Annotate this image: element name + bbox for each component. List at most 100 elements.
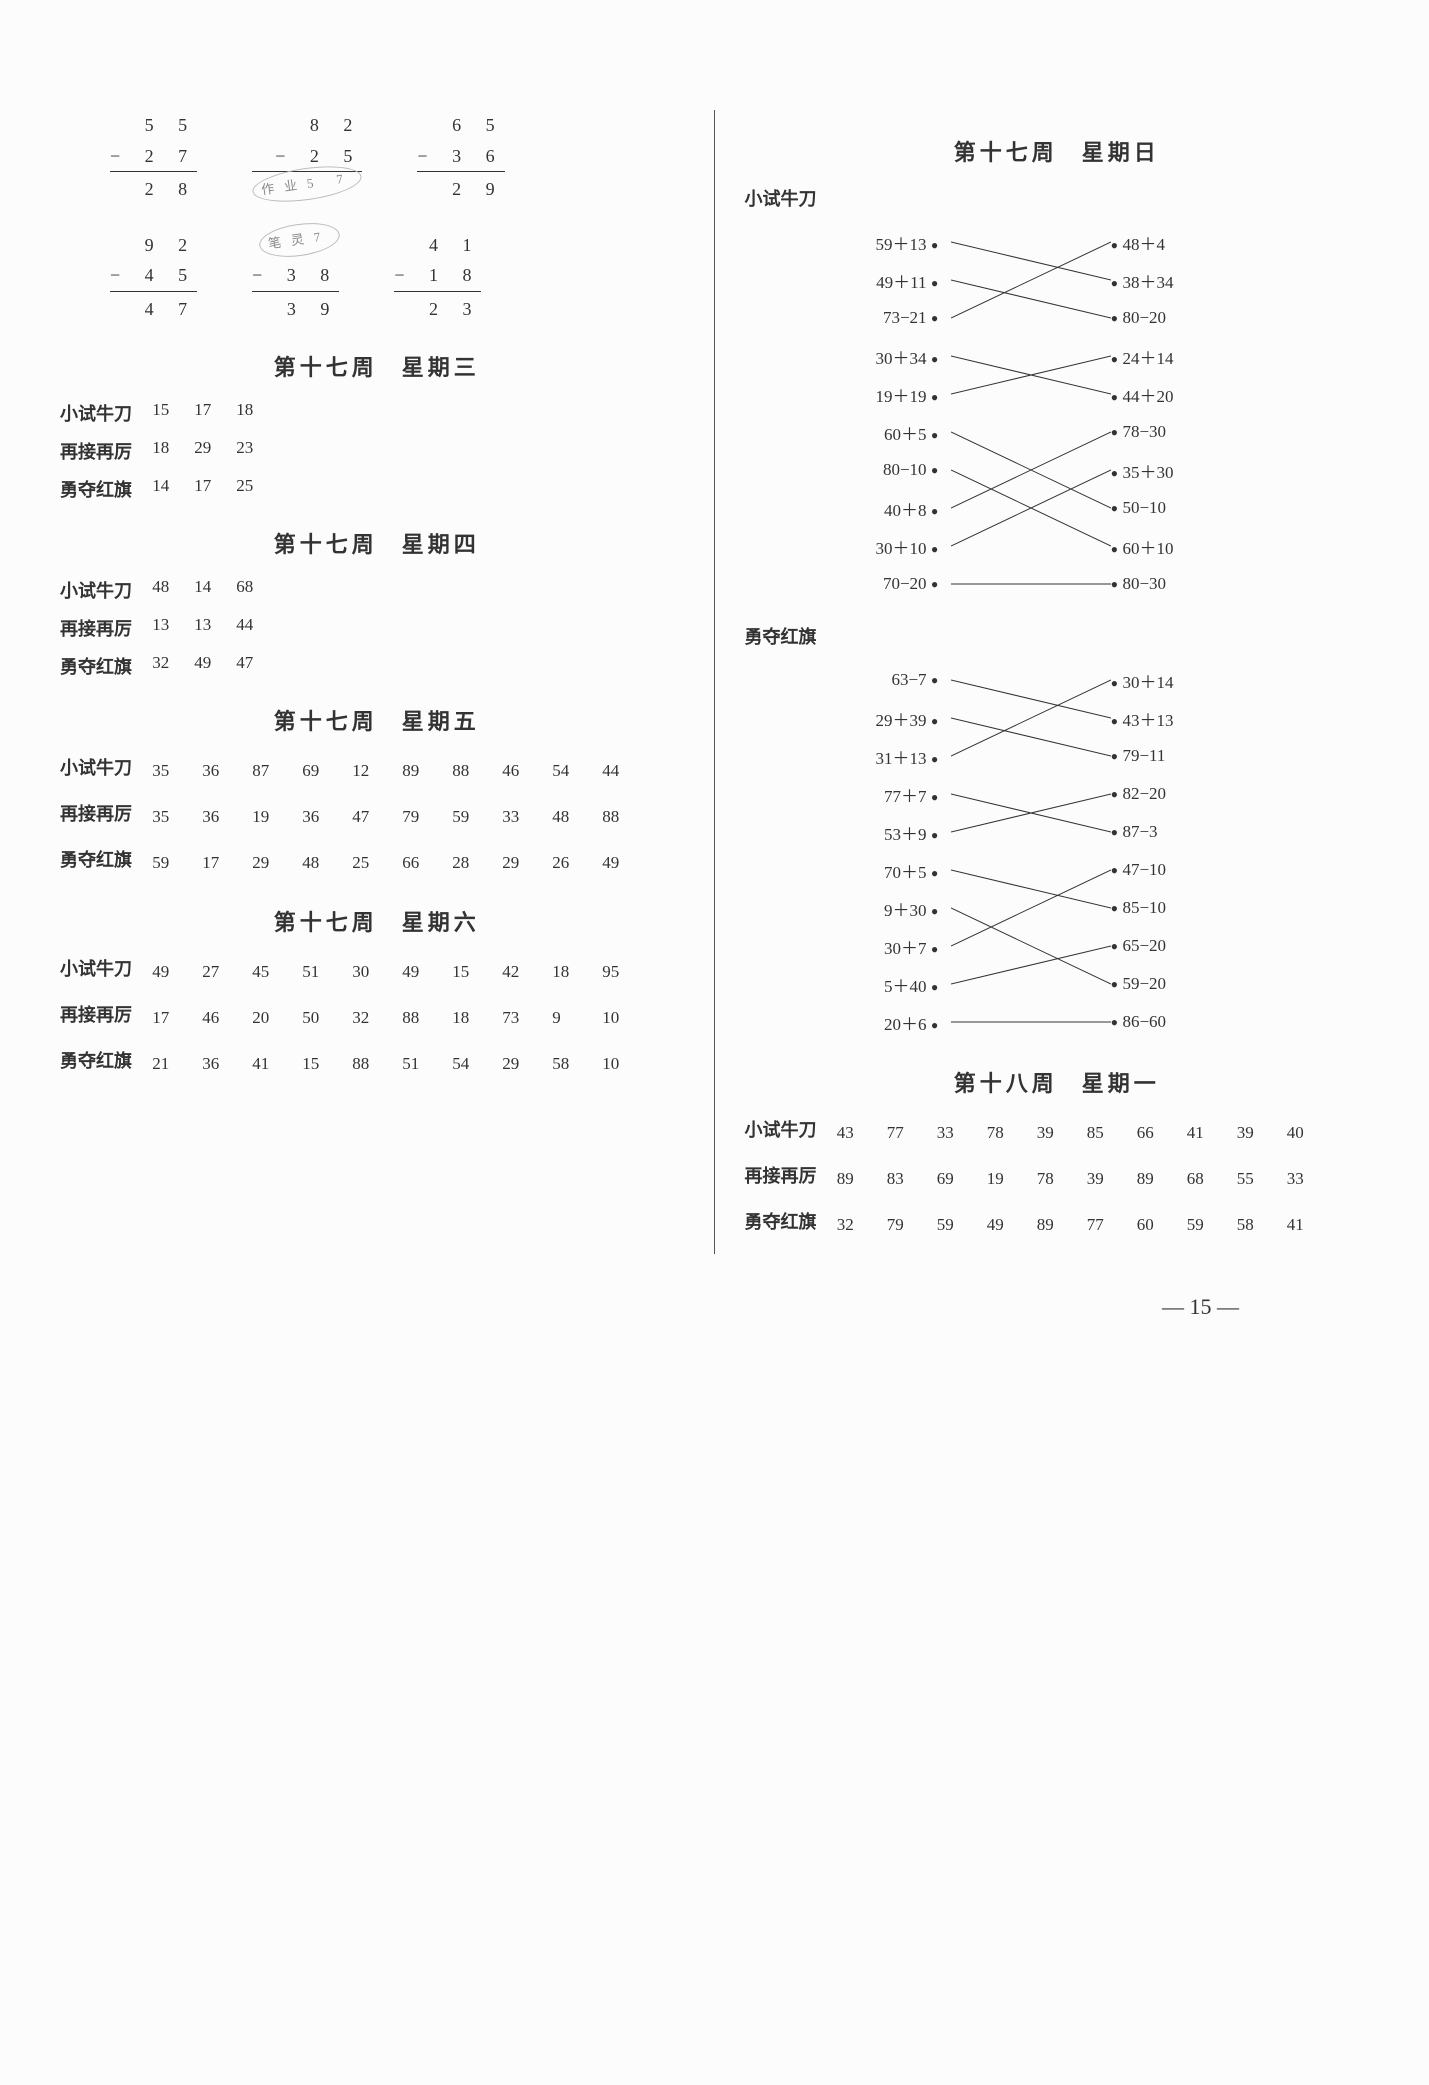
values: 151718 [152,400,278,419]
section-xsnr: 小试牛刀 49274551304915421895 [60,955,694,989]
value: 88 [452,754,476,788]
heading-day: 星期六 [402,910,480,935]
match-right-expr: • 44＋20 [1105,382,1225,407]
value: 68 [1187,1162,1211,1196]
result: 作业5 7 [252,171,362,205]
label-xsnr: 小试牛刀 [745,185,833,211]
value: 89 [1137,1162,1161,1196]
heading-w17d3: 第十七周星期三 [60,350,694,382]
value: 15 [302,1047,326,1081]
section-ydhq: 勇夺红旗 [745,623,1370,649]
minuend: 5 5 [110,110,197,141]
match-left-expr: 9＋30 • [845,896,945,921]
heading-w17d4: 第十七周星期四 [60,527,694,559]
heading-day: 星期日 [1082,140,1160,165]
heading-w18d1: 第十八周星期一 [745,1066,1370,1098]
value: 59 [1187,1208,1211,1242]
match-right-expr: • 79−11 [1105,746,1225,766]
value: 44 [602,754,626,788]
section-ydhq: 勇夺红旗 32795949897760595841 [745,1208,1370,1242]
values: 43773378398566413940 [837,1116,1362,1150]
heading-week: 第十七周 [954,140,1058,165]
minuend: 笔灵7 [252,230,339,261]
heading-day: 星期三 [402,355,480,380]
vert-prob-2: 8 2 − 2 5 作业5 7 [252,110,362,205]
value: 20 [252,1001,276,1035]
value: 19 [987,1162,1011,1196]
heading-day: 星期五 [402,709,480,734]
value: 55 [1237,1162,1261,1196]
value: 18 [452,1001,476,1035]
value: 32 [837,1208,861,1242]
match-left-expr: 30＋10 • [845,534,945,559]
value: 46 [202,1001,226,1035]
value: 41 [252,1047,276,1081]
section-zjzl: 再接再厉 89836919783989685533 [745,1162,1370,1196]
value: 46 [502,754,526,788]
value: 36 [202,754,226,788]
value: 48 [552,800,576,834]
label-ydhq: 勇夺红旗 [745,623,833,649]
values: 21364115885154295810 [152,1047,686,1081]
result: 4 7 [110,291,197,325]
value: 54 [552,754,576,788]
vert-prob-3: 6 5 − 3 6 2 9 [417,110,504,205]
match-right-expr: • 38＋34 [1105,268,1225,293]
value: 28 [452,846,476,880]
value: 21 [152,1047,176,1081]
match-left-expr: 63−7 • [845,670,945,690]
value: 27 [202,955,226,989]
heading-week: 第十七周 [274,910,378,935]
value: 43 [837,1116,861,1150]
value: 17 [152,1001,176,1035]
match-right-expr: • 35＋30 [1105,458,1225,483]
match-left-expr: 59＋13 • [845,230,945,255]
value: 87 [252,754,276,788]
value: 33 [502,800,526,834]
minuend: 4 1 [394,230,481,261]
label-ydhq: 勇夺红旗 [60,653,148,679]
value: 12 [352,754,376,788]
label-zjzl: 再接再厉 [60,1001,148,1027]
match-left-expr: 30＋34 • [845,344,945,369]
match-left-expr: 77＋7 • [845,782,945,807]
vert-prob-4: 9 2 − 4 5 4 7 [110,230,197,325]
value: 36 [202,800,226,834]
value: 78 [1037,1162,1061,1196]
value: 88 [602,800,626,834]
values: 1746205032881873910 [152,1001,686,1035]
match-right-expr: • 80−30 [1105,574,1225,594]
heading-week: 第十七周 [274,709,378,734]
value: 36 [202,1047,226,1081]
value: 49 [602,846,626,880]
value: 89 [837,1162,861,1196]
result: 2 9 [417,171,504,205]
result: 2 3 [394,291,481,325]
match-right-expr: • 60＋10 [1105,534,1225,559]
match-right-expr: • 50−10 [1105,498,1225,518]
heading-w17d5: 第十七周星期五 [60,704,694,736]
result: 3 9 [252,291,339,325]
values: 324947 [152,653,278,672]
section-ydhq: 勇夺红旗 141725 [60,476,694,502]
label-zjzl: 再接再厉 [60,800,148,826]
match-left-expr: 29＋39 • [845,706,945,731]
match-left-expr: 30＋7 • [845,934,945,959]
value: 33 [937,1116,961,1150]
match-right-expr: • 80−20 [1105,308,1225,328]
value: 73 [502,1001,526,1035]
values: 35361936477959334888 [152,800,686,834]
match-left-expr: 53＋9 • [845,820,945,845]
label-zjzl: 再接再厉 [60,615,148,641]
values: 59172948256628292649 [152,846,686,880]
label-zjzl: 再接再厉 [60,438,148,464]
value: 69 [937,1162,961,1196]
value: 88 [352,1047,376,1081]
vertical-subtraction-row-2: 9 2 − 4 5 4 7 笔灵7 − 3 8 3 9 4 1 − 1 8 2 … [60,230,694,325]
value: 66 [1137,1116,1161,1150]
vertical-subtraction-row-1: 5 5 − 2 7 2 8 8 2 − 2 5 作业5 7 6 5 − 3 6 … [60,110,694,205]
label-ydhq: 勇夺红旗 [60,846,148,872]
value: 41 [1187,1116,1211,1150]
match-left-expr: 70＋5 • [845,858,945,883]
match-left-expr: 49＋11 • [845,268,945,293]
